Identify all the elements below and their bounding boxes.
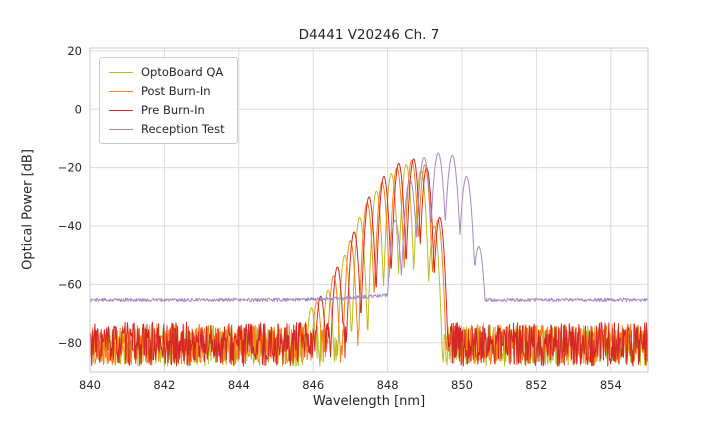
x-tick-label: 850 [451,378,473,392]
legend-label-post-burn-in: Post Burn-In [141,84,211,98]
x-tick-label: 852 [525,378,547,392]
legend-swatch-pre-burn-in [109,109,133,111]
chart-title: D4441 V20246 Ch. 7 [298,27,440,43]
legend-item-reception-test: Reception Test [109,122,225,136]
legend: OptoBoard QA Post Burn-In Pre Burn-In Re… [99,57,238,144]
y-tick-label: −20 [58,161,82,175]
x-tick-label: 842 [153,378,175,392]
legend-swatch-optoboard-qa [109,71,133,73]
legend-label-reception-test: Reception Test [141,122,225,136]
y-tick-label: 20 [67,44,82,58]
x-tick-label: 854 [600,378,622,392]
legend-swatch-reception-test [109,128,133,130]
legend-label-pre-burn-in: Pre Burn-In [141,103,205,117]
legend-swatch-post-burn-in [109,90,133,92]
legend-item-post-burn-in: Post Burn-In [109,84,225,98]
y-tick-label: −80 [58,336,82,350]
legend-item-optoboard-qa: OptoBoard QA [109,65,225,79]
x-tick-label: 848 [377,378,399,392]
legend-item-pre-burn-in: Pre Burn-In [109,103,225,117]
x-axis-label: Wavelength [nm] [312,394,426,409]
series-reception-test [90,152,648,303]
x-tick-label: 846 [302,378,324,392]
y-tick-label: −40 [58,219,82,233]
y-tick-label: −60 [58,277,82,291]
x-tick-label: 844 [228,378,250,392]
y-tick-label: 0 [75,102,82,116]
x-tick-label: 840 [79,378,101,392]
legend-label-optoboard-qa: OptoBoard QA [141,65,224,79]
series-pre-burn-in [90,158,648,367]
